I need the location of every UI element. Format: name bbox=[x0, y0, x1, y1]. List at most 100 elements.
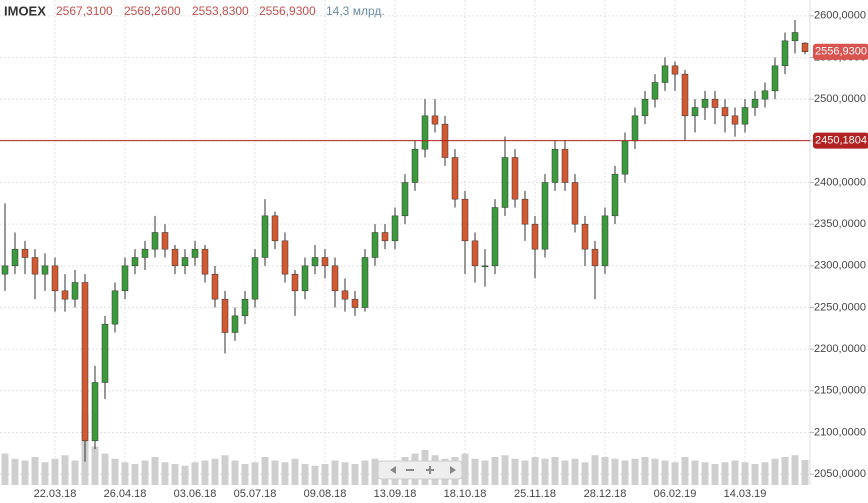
candle-body bbox=[721, 107, 729, 117]
candle-body bbox=[371, 232, 379, 258]
volume-bar bbox=[681, 457, 689, 485]
x-tick-label: 25.11.18 bbox=[514, 488, 556, 500]
candle-body bbox=[461, 198, 469, 242]
candle-body bbox=[501, 157, 509, 208]
y-tick-label: 2600,0000 bbox=[814, 10, 866, 22]
candle-body bbox=[121, 265, 129, 292]
candle-body bbox=[781, 40, 789, 67]
candle-body bbox=[301, 265, 309, 292]
volume-bar bbox=[571, 458, 579, 485]
volume-bar bbox=[141, 460, 149, 485]
candle-body bbox=[401, 182, 409, 217]
volume-bar bbox=[801, 459, 809, 485]
volume-bar bbox=[11, 458, 19, 485]
candle-body bbox=[361, 257, 369, 308]
volume-bar bbox=[791, 455, 799, 485]
volume-bar bbox=[281, 462, 289, 485]
candle-body bbox=[201, 248, 209, 275]
candle-body bbox=[151, 232, 159, 250]
candle-body bbox=[261, 215, 269, 258]
volume-bar bbox=[481, 460, 489, 485]
candle-body bbox=[21, 248, 29, 258]
volume-bar bbox=[301, 464, 309, 485]
candle-body bbox=[91, 382, 99, 442]
candle-body bbox=[351, 298, 359, 308]
volume-bar bbox=[711, 464, 719, 485]
candle-body bbox=[641, 98, 649, 117]
candle-body bbox=[791, 32, 799, 42]
volume-bar bbox=[291, 458, 299, 485]
candle-body bbox=[321, 257, 329, 267]
candle-body bbox=[141, 248, 149, 258]
candle-body bbox=[801, 42, 809, 52]
volume-bar bbox=[121, 462, 129, 485]
volume-bar bbox=[621, 460, 629, 485]
x-tick-label: 13.09.18 bbox=[374, 488, 417, 500]
volume-bar bbox=[611, 458, 619, 485]
x-tick-label: 05.07.18 bbox=[234, 488, 277, 500]
volume-bar bbox=[101, 453, 109, 485]
volume-bar bbox=[721, 462, 729, 485]
x-tick-label: 09.08.18 bbox=[304, 488, 347, 500]
volume-bar bbox=[361, 460, 369, 485]
volume-bar bbox=[671, 462, 679, 485]
y-tick-label: 2200,0000 bbox=[814, 343, 866, 355]
candle-body bbox=[181, 257, 189, 267]
volume-bar bbox=[311, 465, 319, 485]
volume-bar bbox=[511, 458, 519, 485]
candle-body bbox=[591, 248, 599, 267]
volume-bar bbox=[201, 460, 209, 485]
x-tick-label: 26.04.18 bbox=[104, 488, 147, 500]
scroll-bar bbox=[377, 460, 463, 480]
volume-bar bbox=[691, 460, 699, 485]
zoom-in[interactable] bbox=[426, 466, 434, 474]
volume-bar bbox=[231, 460, 239, 485]
scroll-right[interactable] bbox=[450, 466, 456, 474]
volume-bar bbox=[521, 460, 529, 485]
volume-bar bbox=[91, 446, 99, 485]
candle-body bbox=[741, 107, 749, 125]
header: IMOEX 2567,3100 2568,2600 2553,8300 2556… bbox=[4, 3, 385, 18]
y-tick-label: 2300,0000 bbox=[814, 260, 866, 272]
candle-body bbox=[391, 215, 399, 242]
high: 2568,2600 bbox=[124, 4, 181, 18]
volume-bar bbox=[541, 458, 549, 485]
volume-bar bbox=[51, 458, 59, 485]
candle-body bbox=[221, 298, 229, 333]
candle-body bbox=[661, 65, 669, 83]
volume-bar bbox=[331, 460, 339, 485]
candle-body bbox=[701, 98, 709, 108]
candle-body bbox=[161, 232, 169, 250]
volume-bar bbox=[701, 462, 709, 485]
candle-body bbox=[621, 140, 629, 175]
y-tick-label: 2500,0000 bbox=[814, 93, 866, 105]
candle-body bbox=[601, 215, 609, 267]
open: 2567,3100 bbox=[56, 4, 113, 18]
volume-bar bbox=[31, 457, 39, 485]
candle-body bbox=[111, 290, 119, 325]
candle-body bbox=[551, 148, 559, 183]
y-tick-label: 2250,0000 bbox=[814, 301, 866, 313]
candle-body bbox=[81, 282, 89, 442]
candle-body bbox=[771, 65, 779, 92]
candle-body bbox=[311, 257, 319, 267]
volume-bar bbox=[221, 455, 229, 485]
candle-body bbox=[191, 248, 199, 258]
candle-body bbox=[51, 265, 59, 292]
volume-bar bbox=[771, 458, 779, 485]
volume-bar bbox=[581, 462, 589, 485]
candle-body bbox=[521, 198, 529, 225]
candle-body bbox=[541, 182, 549, 250]
volume: 14,3 млрд. bbox=[326, 4, 385, 18]
candle-body bbox=[411, 148, 419, 183]
ticker: IMOEX bbox=[4, 3, 46, 18]
volume-bar bbox=[161, 462, 169, 485]
x-tick-label: 06.02.19 bbox=[654, 488, 697, 500]
y-tick-label: 2350,0000 bbox=[814, 218, 866, 230]
candle-body bbox=[251, 257, 259, 300]
scroll-left[interactable] bbox=[390, 466, 396, 474]
last-price-label: 2556,9300 bbox=[815, 46, 867, 58]
volume-bar bbox=[561, 460, 569, 485]
volume-bar bbox=[341, 462, 349, 485]
